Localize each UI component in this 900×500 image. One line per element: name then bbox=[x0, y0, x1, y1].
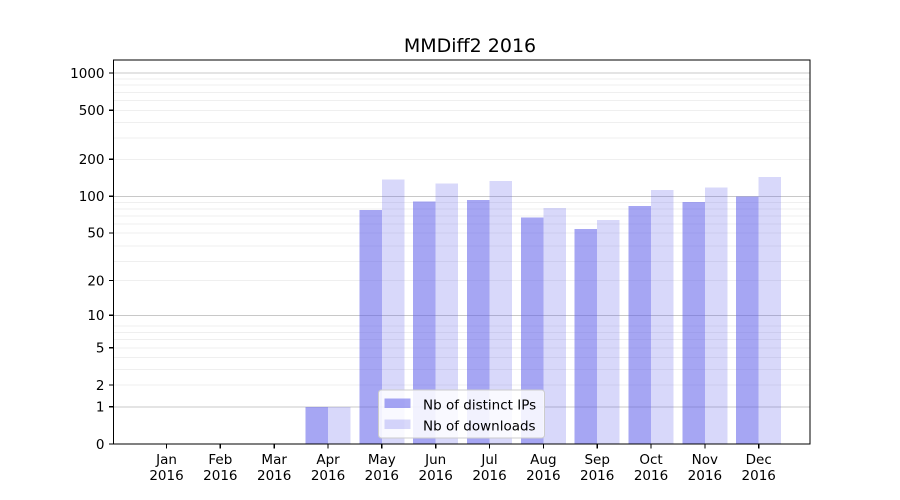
bar-distinct-ips bbox=[682, 201, 705, 444]
x-tick-month-label: Aug bbox=[530, 452, 556, 468]
legend-swatch-distinct-ips bbox=[384, 398, 411, 408]
chart-title: MMDiff2 2016 bbox=[404, 35, 536, 57]
bar-distinct-ips bbox=[736, 196, 759, 444]
x-tick-year-label: 2016 bbox=[149, 468, 183, 484]
y-tick-label: 0 bbox=[96, 437, 105, 453]
x-tick-year-label: 2016 bbox=[526, 468, 560, 484]
x-tick-year-label: 2016 bbox=[203, 468, 237, 484]
x-tick-year-label: 2016 bbox=[634, 468, 668, 484]
legend-swatch-downloads bbox=[384, 419, 411, 429]
y-tick-label: 100 bbox=[79, 189, 105, 205]
x-tick-month-label: Apr bbox=[316, 452, 340, 468]
y-tick-label: 50 bbox=[87, 226, 104, 242]
x-tick-month-label: May bbox=[368, 452, 396, 468]
bar-downloads bbox=[381, 179, 405, 445]
y-tick-label: 10 bbox=[87, 308, 104, 324]
x-tick-year-label: 2016 bbox=[311, 468, 345, 484]
y-tick-label: 5 bbox=[96, 341, 105, 357]
legend-label-distinct-ips: Nb of distinct IPs bbox=[423, 398, 536, 414]
bar-downloads bbox=[328, 406, 351, 444]
x-tick-month-label: Jul bbox=[480, 452, 497, 468]
x-tick-year-label: 2016 bbox=[580, 468, 614, 484]
legend-box bbox=[378, 389, 545, 439]
y-tick-label: 200 bbox=[79, 152, 105, 168]
bar-distinct-ips bbox=[467, 200, 490, 444]
chart-generated-layer: 01251020501002005001000Jan2016Feb2016Mar… bbox=[70, 59, 811, 484]
x-tick-year-label: 2016 bbox=[688, 468, 722, 484]
bar-distinct-ips bbox=[305, 406, 329, 444]
y-tick-label: 20 bbox=[87, 273, 104, 289]
y-tick-label: 500 bbox=[79, 103, 105, 119]
y-tick-label: 1000 bbox=[70, 66, 104, 82]
x-tick-month-label: Dec bbox=[746, 452, 772, 468]
bar-distinct-ips bbox=[628, 206, 652, 444]
x-tick-month-label: Nov bbox=[692, 452, 718, 468]
bar-downloads bbox=[704, 187, 728, 444]
bar-downloads bbox=[435, 183, 459, 445]
bar-distinct-ips bbox=[413, 201, 436, 444]
x-tick-year-label: 2016 bbox=[472, 468, 506, 484]
x-tick-year-label: 2016 bbox=[742, 468, 776, 484]
x-tick-year-label: 2016 bbox=[365, 468, 399, 484]
bar-downloads bbox=[597, 219, 620, 444]
bar-downloads bbox=[489, 181, 513, 444]
plot-border bbox=[112, 59, 811, 445]
x-tick-month-label: Sep bbox=[584, 452, 609, 468]
x-tick-month-label: Feb bbox=[208, 452, 232, 468]
x-tick-year-label: 2016 bbox=[419, 468, 453, 484]
y-tick-label: 2 bbox=[96, 378, 105, 394]
bar-downloads bbox=[543, 208, 566, 444]
bar-distinct-ips bbox=[574, 228, 598, 444]
x-tick-month-label: Mar bbox=[261, 452, 287, 468]
bar-downloads bbox=[651, 189, 674, 444]
legend-label-downloads: Nb of downloads bbox=[423, 419, 536, 435]
x-tick-month-label: Oct bbox=[639, 452, 662, 468]
bar-distinct-ips bbox=[520, 217, 544, 444]
x-tick-year-label: 2016 bbox=[257, 468, 291, 484]
bar-distinct-ips bbox=[359, 210, 382, 444]
bar-downloads bbox=[758, 177, 782, 445]
x-tick-month-label: Jan bbox=[155, 452, 177, 468]
y-tick-label: 1 bbox=[96, 400, 105, 416]
x-tick-month-label: Jun bbox=[424, 452, 446, 468]
